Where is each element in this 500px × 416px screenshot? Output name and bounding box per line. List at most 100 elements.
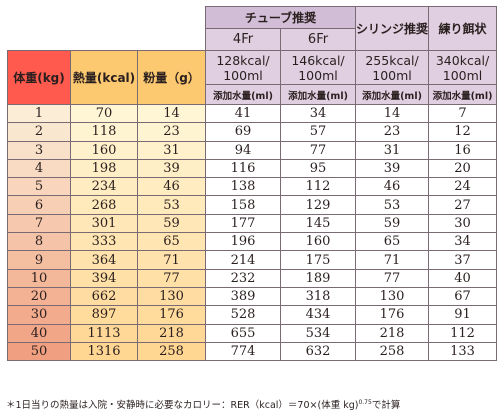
- table-row: 30 897 176 528 434 176 91: [7, 305, 498, 325]
- header-water-255: 添加水量(ml): [354, 84, 430, 105]
- cell-w255: 258: [354, 341, 430, 362]
- table-row: 2 118 23 69 57 23 12: [7, 122, 498, 142]
- cell-w255: 46: [354, 177, 430, 197]
- cell-powder: 71: [137, 250, 206, 270]
- cell-weight: 50: [7, 341, 71, 362]
- cell-w128: 774: [205, 341, 281, 362]
- header-tube-6fr: 6Fr: [280, 28, 356, 51]
- cell-w146: 534: [280, 323, 356, 343]
- table-row: 9 364 71 214 175 71 37: [7, 250, 498, 270]
- cell-powder: 218: [137, 323, 206, 343]
- cell-w128: 158: [205, 195, 281, 215]
- cell-weight: 9: [7, 250, 71, 270]
- footnote-suffix: で計算: [371, 400, 401, 411]
- cell-powder: 39: [137, 158, 206, 179]
- cell-w340: 20: [428, 158, 498, 179]
- kcal-bottom: 100ml: [223, 67, 263, 83]
- cell-w128: 41: [205, 103, 281, 124]
- cell-weight: 20: [7, 286, 71, 307]
- cell-w146: 175: [280, 250, 356, 270]
- cell-w128: 389: [205, 286, 281, 307]
- feeding-amount-table: チューブ推奨 シリンジ推奨 練り餌状 4Fr 6Fr 体重(kg) 熱量(kca…: [7, 6, 498, 362]
- header-powder: 粉量（g）: [137, 50, 206, 105]
- feeding-table-container: チューブ推奨 シリンジ推奨 練り餌状 4Fr 6Fr 体重(kg) 熱量(kca…: [7, 6, 498, 362]
- header-water-340: 添加水量(ml): [428, 84, 498, 105]
- cell-energy: 1316: [70, 341, 138, 362]
- cell-weight: 10: [7, 268, 71, 288]
- cell-energy: 118: [70, 122, 138, 142]
- cell-w146: 77: [280, 140, 356, 160]
- cell-powder: 14: [137, 103, 206, 124]
- table-row: 5 234 46 138 112 46 24: [7, 177, 498, 197]
- table-row: 20 662 130 389 318 130 67: [7, 286, 498, 307]
- cell-energy: 897: [70, 305, 138, 325]
- cell-energy: 394: [70, 268, 138, 288]
- cell-w340: 7: [428, 103, 498, 124]
- table-row: 50 1316 258 774 632 258 133: [7, 341, 498, 362]
- header-kcal-128: 128kcal/100ml: [205, 50, 281, 85]
- cell-w255: 71: [354, 250, 430, 270]
- cell-powder: 258: [137, 341, 206, 362]
- kcal-bottom: 100ml: [372, 67, 412, 83]
- footnote-text: ＊1日当りの熱量は入院・安静時に必要なカロリー：RER（kcal）＝70×(体重…: [6, 400, 359, 411]
- kcal-top: 146kcal/: [291, 52, 345, 68]
- table-row: 6 268 53 158 129 53 27: [7, 195, 498, 215]
- cell-w340: 37: [428, 250, 498, 270]
- kcal-bottom: 100ml: [298, 67, 338, 83]
- header-blank: [8, 7, 206, 51]
- cell-w340: 133: [428, 341, 498, 362]
- cell-w146: 318: [280, 286, 356, 307]
- cell-weight: 5: [7, 177, 71, 197]
- cell-powder: 176: [137, 305, 206, 325]
- header-tube-4fr: 4Fr: [205, 28, 281, 51]
- cell-w255: 77: [354, 268, 430, 288]
- cell-w340: 16: [428, 140, 498, 160]
- cell-w255: 65: [354, 232, 430, 252]
- cell-energy: 160: [70, 140, 138, 160]
- cell-w128: 196: [205, 232, 281, 252]
- table-row: 4 198 39 116 95 39 20: [7, 158, 498, 179]
- cell-weight: 6: [7, 195, 71, 215]
- kcal-top: 340kcal/: [435, 52, 490, 68]
- cell-w340: 112: [428, 323, 498, 343]
- cell-w255: 59: [354, 213, 430, 234]
- header-tube-recommended: チューブ推奨: [205, 6, 356, 29]
- cell-w255: 14: [354, 103, 430, 124]
- cell-weight: 7: [7, 213, 71, 234]
- cell-energy: 364: [70, 250, 138, 270]
- cell-energy: 268: [70, 195, 138, 215]
- cell-powder: 130: [137, 286, 206, 307]
- cell-weight: 4: [7, 158, 71, 179]
- cell-weight: 8: [7, 232, 71, 252]
- header-energy: 熱量(kcal): [70, 50, 138, 105]
- cell-w146: 434: [280, 305, 356, 325]
- cell-energy: 198: [70, 158, 138, 179]
- cell-w340: 91: [428, 305, 498, 325]
- table-row: 8 333 65 196 160 65 34: [7, 232, 498, 252]
- cell-w146: 160: [280, 232, 356, 252]
- cell-w128: 69: [205, 122, 281, 142]
- footnote: ＊1日当りの熱量は入院・安静時に必要なカロリー：RER（kcal）＝70×(体重…: [6, 397, 400, 411]
- cell-w340: 27: [428, 195, 498, 215]
- cell-energy: 301: [70, 213, 138, 234]
- cell-weight: 30: [7, 305, 71, 325]
- cell-weight: 3: [7, 140, 71, 160]
- header-water-128: 添加水量(ml): [205, 84, 281, 105]
- cell-w255: 53: [354, 195, 430, 215]
- cell-powder: 31: [137, 140, 206, 160]
- header-syringe-recommended: シリンジ推奨: [354, 6, 430, 51]
- cell-w340: 24: [428, 177, 498, 197]
- cell-w255: 31: [354, 140, 430, 160]
- cell-energy: 70: [70, 103, 138, 124]
- table-body: 1 70 14 41 34 14 7 2 118 23 69 57 23 12 3 160 31 94 77 31 16…: [7, 103, 498, 362]
- cell-w128: 232: [205, 268, 281, 288]
- cell-w128: 94: [205, 140, 281, 160]
- header-kcal-146: 146kcal/100ml: [280, 50, 356, 85]
- header-weight: 体重(kg): [7, 50, 71, 105]
- cell-w146: 189: [280, 268, 356, 288]
- table-row: 40 1113 218 655 534 218 112: [7, 323, 498, 343]
- cell-w255: 176: [354, 305, 430, 325]
- header-kcal-255: 255kcal/100ml: [354, 50, 430, 85]
- cell-powder: 23: [137, 122, 206, 142]
- cell-w146: 57: [280, 122, 356, 142]
